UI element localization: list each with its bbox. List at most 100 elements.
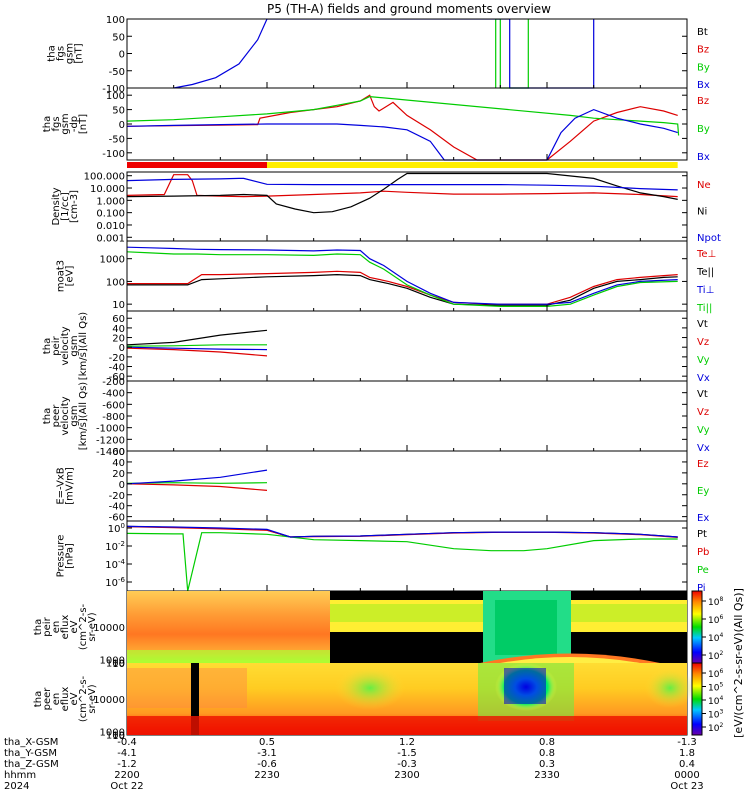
x-axis-tick-value: -1.3 — [677, 737, 697, 748]
legend-label: Pt — [697, 529, 707, 540]
series-line-ti — [127, 246, 678, 305]
colorbar-tick-label: 104 — [708, 632, 723, 644]
legend-label: Bz — [697, 45, 709, 56]
colorbar-tick-label: 104 — [708, 695, 723, 707]
y-axis-label-line: sr-eV) — [87, 684, 98, 713]
series-line-ni — [127, 172, 678, 214]
peir-spectrogram-image — [127, 591, 687, 663]
colorbar-tick-label: 103 — [708, 709, 723, 721]
series-line-vz — [127, 347, 268, 357]
series-line-te — [127, 273, 678, 306]
y-axis-label-line: [cm-3] — [69, 190, 80, 223]
colorbar-tick-label: 106 — [708, 614, 723, 626]
y-axis-label-line: velocity — [60, 326, 71, 365]
figure-title: P5 (TH-A) fields and ground moments over… — [267, 2, 551, 16]
legend-label: Ex — [697, 513, 709, 524]
y-tick-label: 0 — [119, 50, 125, 61]
x-axis-tick-value: -0.4 — [117, 737, 137, 748]
series-line-bx — [127, 108, 678, 161]
y-tick-label: 0 — [119, 343, 125, 354]
y-axis-label: Density[1/cc][cm-3] — [51, 187, 80, 225]
y-tick-label: -100 — [102, 149, 125, 160]
colorbar-tick-label: 102 — [708, 722, 723, 734]
y-axis-label-line: [1/cc] — [60, 192, 71, 221]
y-axis-label-line: tha — [42, 408, 53, 424]
y-tick-label: -60 — [109, 513, 125, 524]
y-tick-label: 10000 — [93, 623, 125, 634]
x-axis-tick-value: Oct 22 — [110, 781, 143, 792]
series-line-ez — [127, 483, 268, 491]
x-axis-row-label: tha_Y-GSM — [4, 748, 57, 759]
y-tick-label: 10-6 — [105, 576, 125, 589]
legend-label: Vz — [697, 337, 709, 348]
y-tick-label: -100 — [102, 84, 125, 95]
y-axis-label-line: Pressure — [56, 535, 67, 578]
y-axis-label-line: en — [51, 693, 62, 706]
y-axis-label-line: moat3 — [56, 260, 67, 292]
series-line-te — [127, 270, 678, 305]
panel-frame — [126, 87, 688, 161]
y-axis-label-line: [nPa] — [65, 543, 76, 569]
x-axis-tick-value: -1.2 — [117, 759, 137, 770]
panel-mode_bar — [127, 162, 678, 168]
peer-spectrogram-image — [127, 663, 695, 735]
x-axis-tick-value: -3.1 — [257, 748, 277, 759]
legend-label: Vx — [697, 373, 710, 384]
x-axis-tick-value: 1.8 — [679, 748, 695, 759]
y-tick-label: -40 — [109, 502, 125, 513]
y-tick-label: 20 — [112, 334, 125, 345]
y-tick-label: -200 — [102, 377, 125, 388]
y-tick-label: 40 — [112, 324, 125, 335]
legend-label: Bz — [697, 96, 709, 107]
y-tick-label: -400 — [102, 389, 125, 400]
legend-label: By — [697, 124, 710, 135]
y-tick-label: 10.000 — [90, 184, 125, 195]
y-tick-label: -600 — [102, 400, 125, 411]
y-axis-label-line: E=-VxB — [56, 467, 67, 504]
y-axis-label-line: sr-eV) — [87, 612, 98, 641]
y-axis-label-line: Density — [51, 187, 62, 225]
panel-moats: 1000 100 10 moat3[eV] Te⊥ Te|| Ti⊥ Ti|| — [56, 240, 716, 314]
panel-frame — [126, 171, 688, 242]
y-axis-label-line: eflux — [60, 615, 71, 640]
series-line-vt — [127, 329, 268, 346]
colorbar-gradient-bottom — [691, 662, 703, 736]
x-axis-tick-value: Oct 23 — [670, 781, 703, 792]
panel-frame — [126, 18, 688, 89]
y-axis-label-line: [km/s](All Qs) — [78, 382, 89, 450]
y-tick-label: 0.010 — [96, 221, 125, 232]
x-axis-tick-value: -4.1 — [117, 748, 137, 759]
y-axis-label: Pressure[nPa] — [56, 535, 76, 578]
y-axis-label-line: eflux — [60, 687, 71, 712]
y-axis-label-line: [km/s](All Qs) — [78, 312, 89, 380]
y-axis-label-line: (cm^2-s- — [78, 675, 89, 722]
y-axis-label-line: [nT] — [78, 114, 89, 134]
colorbar-gradient-top — [691, 590, 703, 664]
y-axis-label-line: velocity — [60, 396, 71, 435]
series-line-vx — [127, 346, 268, 351]
series-line-ex — [127, 469, 268, 485]
legend-label: Vt — [697, 319, 708, 330]
y-tick-label: 10 — [112, 731, 125, 742]
x-axis-row-label: hhmm — [4, 770, 36, 781]
x-axis-row-label: 2024 — [4, 781, 29, 792]
series-line-ne — [127, 174, 678, 198]
y-tick-label: 20 — [112, 469, 125, 480]
y-tick-label: 1.000 — [96, 196, 125, 207]
series-line-pi — [127, 525, 678, 538]
y-axis-label-line: tha — [47, 45, 58, 61]
x-axis-tick-value: 0.5 — [259, 737, 275, 748]
colorbar-label: [eV/(cm^2-s-sr-eV)(All Qs)] — [732, 588, 745, 738]
series-line-pe — [127, 532, 678, 592]
y-axis-label-line: tha — [42, 116, 53, 132]
y-axis-label-line: gsm — [69, 335, 80, 356]
legend-label: Ni — [697, 207, 707, 218]
y-tick-label: 100 — [106, 277, 125, 288]
